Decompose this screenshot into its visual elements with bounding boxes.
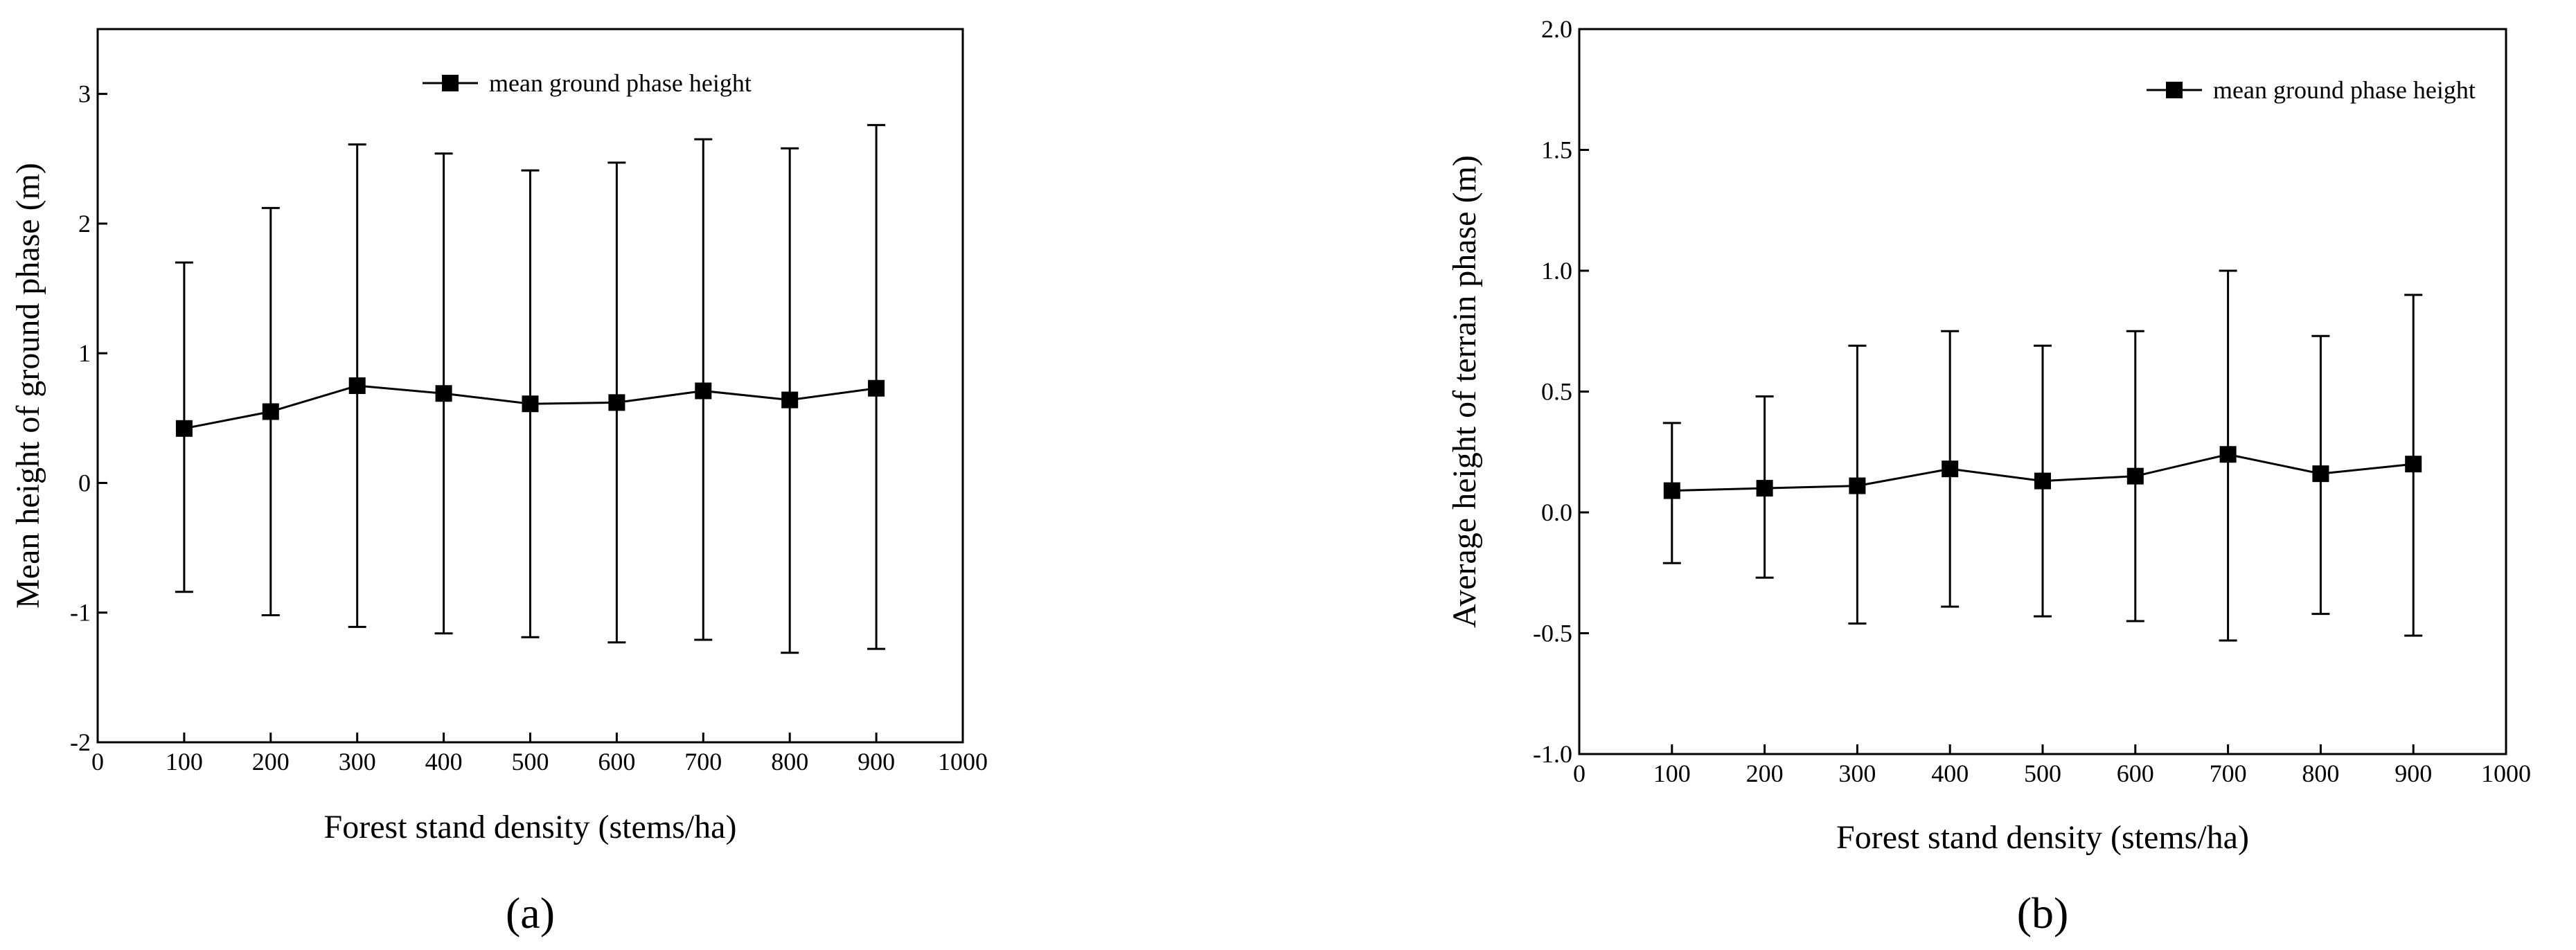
- y-axis-title: Average height of terrain phase (m): [1446, 155, 1483, 628]
- x-tick-label: 1000: [938, 748, 988, 776]
- y-tick-label: 1: [78, 339, 91, 367]
- data-point: [1663, 482, 1680, 499]
- x-tick-label: 600: [598, 748, 635, 776]
- x-tick-label: 800: [2302, 760, 2339, 787]
- data-point: [2405, 456, 2422, 473]
- x-tick-label: 0: [91, 748, 104, 776]
- x-tick-label: 100: [166, 748, 203, 776]
- x-tick-label: 200: [1746, 760, 1784, 787]
- y-tick-label: 2.0: [1541, 15, 1572, 43]
- legend-label: mean ground phase height: [2213, 76, 2476, 104]
- data-point: [262, 403, 279, 420]
- y-tick-label: 0: [78, 469, 91, 496]
- legend-label: mean ground phase height: [489, 69, 752, 97]
- y-tick-label: 0.5: [1541, 378, 1572, 406]
- x-axis-title: Forest stand density (stems/ha): [324, 809, 737, 845]
- x-tick-label: 200: [252, 748, 290, 776]
- x-tick-label: 500: [512, 748, 549, 776]
- y-tick-label: -1: [70, 599, 91, 627]
- y-tick-label: -0.5: [1533, 620, 1572, 647]
- x-axis-title: Forest stand density (stems/ha): [1836, 819, 2249, 856]
- chart-panel-a: 0 100 200 300 400 500 600 700 800 900 1000 -2 -1 0 1 2 3…: [10, 28, 988, 938]
- data-point: [175, 420, 193, 437]
- y-tick-label: 1.5: [1541, 136, 1572, 164]
- panel-label: (a): [506, 888, 555, 938]
- x-tick-label: 300: [1838, 760, 1876, 787]
- legend-marker: [2166, 82, 2183, 98]
- data-point: [2126, 467, 2144, 485]
- y-tick-label: 1.0: [1541, 257, 1572, 285]
- x-tick-label: 900: [2395, 760, 2432, 787]
- panel-label: (b): [2017, 888, 2069, 938]
- x-tick-label: 800: [771, 748, 808, 776]
- x-tick-label: 1000: [2481, 760, 2531, 787]
- data-point: [1756, 480, 1773, 497]
- data-point: [868, 379, 885, 397]
- x-tick-label: 900: [858, 748, 895, 776]
- x-tick-label: 600: [2117, 760, 2154, 787]
- data-point: [1849, 477, 1866, 494]
- data-point: [435, 385, 452, 402]
- y-tick-label: -1.0: [1533, 740, 1572, 768]
- data-point: [2312, 465, 2329, 483]
- y-tick-label: 0.0: [1541, 499, 1572, 526]
- x-tick-label: 400: [1931, 760, 1969, 787]
- x-tick-label: 0: [1573, 760, 1585, 787]
- data-point: [695, 382, 712, 400]
- legend-marker: [442, 75, 459, 91]
- y-tick-label: 3: [78, 80, 91, 108]
- x-tick-label: 400: [425, 748, 463, 776]
- data-point: [348, 377, 366, 394]
- data-point: [522, 395, 539, 413]
- chart-panel-b: 0 100 200 300 400 500 600 700 800 900 1000 -1.0 -0.5…: [1446, 15, 2531, 938]
- data-point: [1942, 460, 1959, 478]
- data-point: [781, 391, 799, 409]
- x-tick-label: 300: [339, 748, 376, 776]
- y-axis-title: Mean height of ground phase (m): [10, 163, 46, 609]
- y-tick-label: -2: [70, 728, 91, 756]
- x-tick-label: 100: [1653, 760, 1691, 787]
- y-tick-label: 2: [78, 210, 91, 238]
- data-point: [2034, 472, 2051, 490]
- data-point: [2219, 446, 2237, 463]
- x-tick-label: 700: [684, 748, 722, 776]
- x-tick-label: 700: [2210, 760, 2247, 787]
- data-point: [608, 394, 625, 411]
- x-tick-label: 500: [2024, 760, 2061, 787]
